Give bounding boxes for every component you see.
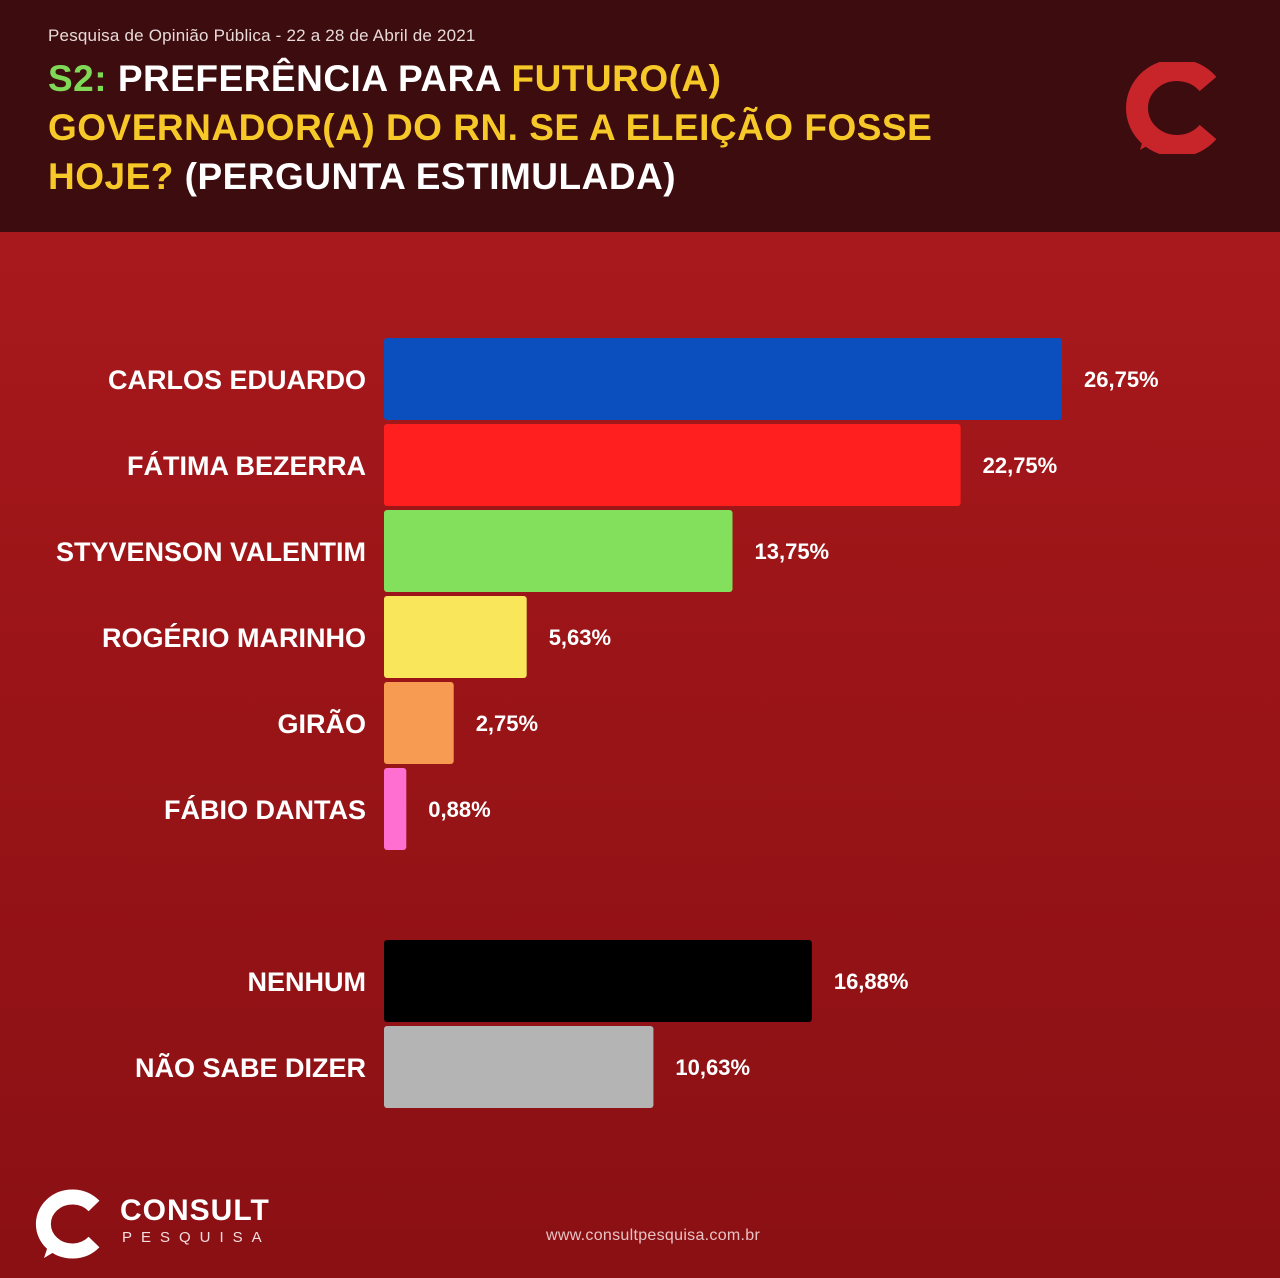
category-label: NENHUM — [248, 967, 367, 997]
bar-1 — [384, 424, 961, 506]
value-label: 26,75% — [1084, 367, 1159, 392]
category-label: ROGÉRIO MARINHO — [102, 622, 366, 653]
title-code: S2: — [48, 58, 108, 99]
value-label: 10,63% — [675, 1055, 750, 1080]
bar-chart: CARLOS EDUARDO 26,75% FÁTIMA BEZERRA 22,75%… — [56, 338, 1159, 1108]
website-link[interactable]: www.consultpesquisa.com.br — [546, 1227, 761, 1244]
brand-subtitle: PESQUISA — [122, 1229, 271, 1246]
bar-2 — [384, 510, 733, 592]
survey-subtitle: Pesquisa de Opinião Pública - 22 a 28 de… — [48, 26, 476, 45]
category-label: NÃO SABE DIZER — [135, 1052, 366, 1083]
bar-6 — [384, 940, 812, 1022]
value-label: 16,88% — [834, 969, 909, 994]
category-label: STYVENSON VALENTIM — [56, 537, 366, 567]
title-part-1: PREFERÊNCIA PARA — [117, 58, 501, 99]
bar-4 — [384, 682, 454, 764]
brand-name: CONSULT — [120, 1194, 270, 1227]
bar-5 — [384, 768, 407, 850]
value-label: 13,75% — [755, 539, 830, 564]
title-part-2: FUTURO(A) GOVERNADOR(A) DO RN. SE A ELEI… — [48, 58, 933, 197]
category-label: FÁBIO DANTAS — [164, 794, 366, 825]
category-label: CARLOS EDUARDO — [108, 365, 366, 395]
title-part-3: (PERGUNTA ESTIMULADA) — [184, 156, 677, 197]
header-banner — [0, 0, 1280, 232]
value-label: 0,88% — [428, 797, 490, 822]
category-label: GIRÃO — [277, 708, 366, 739]
value-label: 5,63% — [549, 625, 611, 650]
chart-title: S2: PREFERÊNCIA PARA FUTURO(A) GOVERNADO… — [48, 54, 948, 201]
category-label: FÁTIMA BEZERRA — [127, 450, 366, 481]
bar-3 — [384, 596, 527, 678]
consult-logo-icon — [1126, 62, 1217, 154]
bar-7 — [384, 1026, 654, 1108]
value-label: 22,75% — [983, 453, 1058, 478]
bar-0 — [384, 338, 1062, 420]
consult-footer-logo-icon — [35, 1189, 100, 1259]
value-label: 2,75% — [476, 711, 538, 736]
